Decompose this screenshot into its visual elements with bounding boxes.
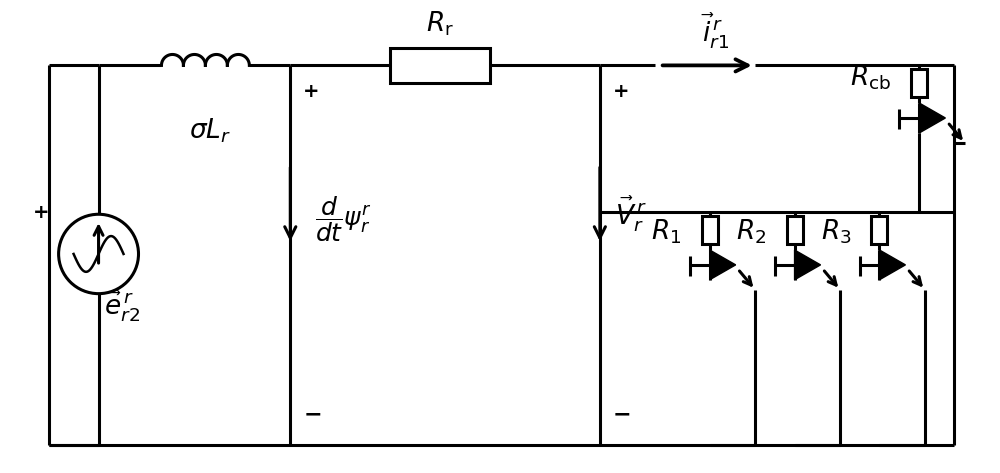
- Text: +: +: [32, 203, 49, 222]
- Text: $R_2$: $R_2$: [736, 217, 767, 246]
- Bar: [911, 70, 927, 97]
- Bar: [390, 48, 490, 83]
- Bar: [871, 216, 887, 244]
- Text: $\vec{V}_r^{\,r}$: $\vec{V}_r^{\,r}$: [615, 194, 647, 234]
- Text: $R_{\rm cb}$: $R_{\rm cb}$: [850, 63, 891, 92]
- Polygon shape: [879, 250, 905, 280]
- Bar: [702, 216, 718, 244]
- Text: $\vec{e}_{r2}^{\,r}$: $\vec{e}_{r2}^{\,r}$: [104, 289, 140, 324]
- Text: $\sigma L_{r}$: $\sigma L_{r}$: [189, 117, 231, 146]
- Polygon shape: [710, 250, 736, 280]
- Text: $\dfrac{d}{dt}\psi_r^r$: $\dfrac{d}{dt}\psi_r^r$: [315, 194, 372, 244]
- Bar: [787, 216, 803, 244]
- Text: $\vec{i}_{r1}^{\,r}$: $\vec{i}_{r1}^{\,r}$: [701, 12, 729, 52]
- Polygon shape: [919, 103, 945, 133]
- Text: $R_3$: $R_3$: [821, 217, 852, 246]
- Text: $R_1$: $R_1$: [651, 217, 682, 246]
- Text: +: +: [303, 82, 320, 101]
- Text: −: −: [303, 405, 322, 425]
- Text: −: −: [613, 405, 631, 425]
- Polygon shape: [795, 250, 821, 280]
- Text: +: +: [613, 82, 629, 101]
- Text: $R_{\rm r}$: $R_{\rm r}$: [426, 9, 454, 37]
